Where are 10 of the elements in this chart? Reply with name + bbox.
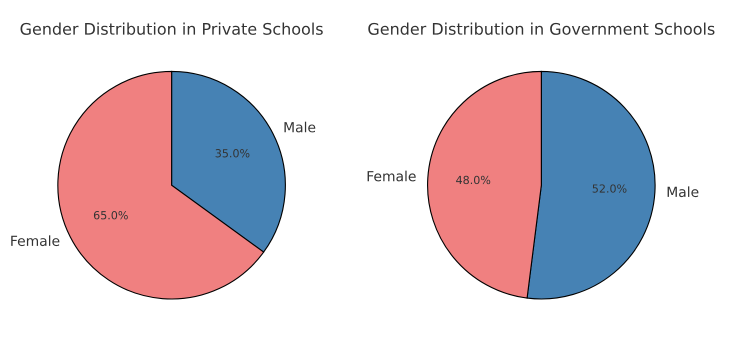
slice-label: Male: [284, 122, 316, 132]
chart-title: Gender Distribution in Private Schools: [20, 22, 323, 35]
slice-label: Female: [368, 170, 416, 182]
data-label: 65.0%: [94, 211, 128, 220]
slice-label: Female: [11, 235, 60, 246]
data-label: 48.0%: [456, 176, 490, 184]
data-label: 52.0%: [592, 184, 627, 193]
data-label: 35.0%: [216, 149, 250, 158]
slice-label: Male: [668, 186, 698, 198]
chart-title: Gender Distribution in Government Schools: [368, 22, 714, 35]
